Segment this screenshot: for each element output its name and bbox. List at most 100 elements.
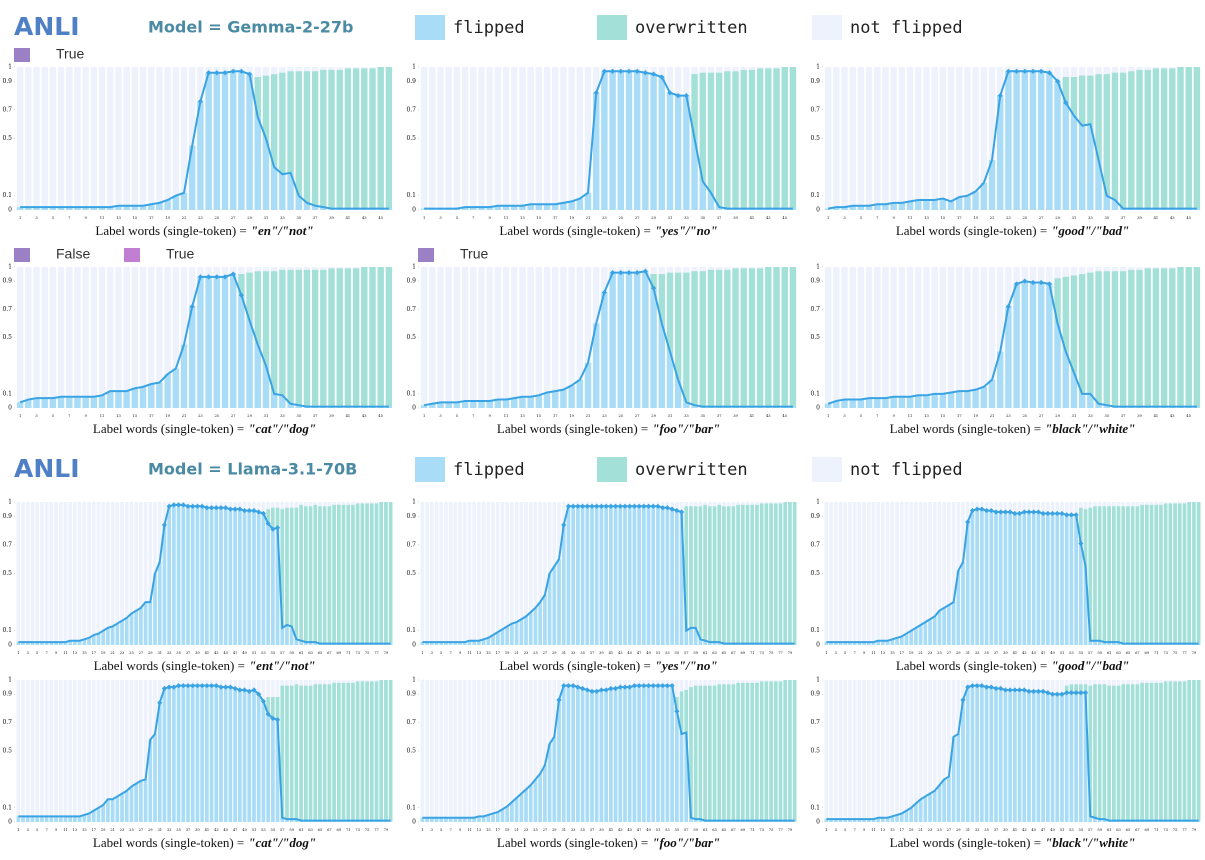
bar-overwritten xyxy=(1152,68,1160,209)
x-tick-label: 5 xyxy=(52,216,55,220)
bar-flipped xyxy=(1196,820,1201,822)
bar-not-flipped xyxy=(871,502,876,645)
x-tick-label: 71 xyxy=(750,651,755,655)
bar-flipped xyxy=(477,816,481,822)
bar-flipped xyxy=(63,816,68,822)
x-tick-label: 67 xyxy=(731,651,736,655)
bar-flipped xyxy=(1027,691,1031,822)
bar-not-flipped xyxy=(495,502,500,645)
line-marker xyxy=(667,90,673,96)
bar-not-flipped xyxy=(833,502,838,645)
line-marker xyxy=(213,505,219,511)
line-marker xyxy=(218,684,224,690)
bar-overwritten xyxy=(1144,504,1149,644)
x-tick-label: 41 xyxy=(1154,216,1159,220)
line-marker xyxy=(270,715,276,721)
line-marker xyxy=(1063,100,1069,106)
y-tick-label: 0.7 xyxy=(406,719,416,726)
x-tick-label: 21 xyxy=(514,828,519,832)
bar-flipped xyxy=(1037,282,1045,408)
line-marker xyxy=(1031,509,1037,515)
bar-not-flipped xyxy=(115,67,122,210)
y-tick-label: 0.5 xyxy=(2,748,12,755)
bar-not-flipped xyxy=(25,67,32,210)
y-tick-label: 0.1 xyxy=(406,804,416,811)
bar-flipped xyxy=(295,195,302,210)
bar-flipped xyxy=(642,271,649,408)
bar-overwritten xyxy=(275,507,280,528)
bar-overwritten xyxy=(270,507,275,530)
bar-flipped xyxy=(219,507,223,645)
bar-not-flipped xyxy=(876,680,881,822)
bar-flipped xyxy=(849,205,856,210)
x-tick-label: 31 xyxy=(1072,414,1077,418)
bar-flipped xyxy=(980,509,984,645)
line-marker xyxy=(1002,509,1009,515)
x-tick-label: 37 xyxy=(313,216,318,220)
y-tick-label: 0.5 xyxy=(406,748,416,755)
line-marker xyxy=(594,503,600,509)
bar-not-flipped xyxy=(115,267,122,408)
bar-flipped xyxy=(1022,689,1027,822)
x-tick-label: 43 xyxy=(766,414,771,418)
x-tick-label: 71 xyxy=(1154,651,1159,655)
line-marker xyxy=(617,503,623,509)
bar-flipped xyxy=(928,793,932,822)
bar-not-flipped xyxy=(932,680,937,822)
x-tick-label: 51 xyxy=(1060,828,1065,832)
x-tick-label: 59 xyxy=(289,651,294,655)
x-tick-label: 29 xyxy=(651,216,656,220)
bar-flipped xyxy=(420,642,425,645)
bar-overwritten xyxy=(703,504,707,641)
bar-flipped xyxy=(73,640,77,645)
bar-overwritten xyxy=(341,682,346,821)
x-tick-label: 25 xyxy=(1023,216,1028,220)
bar-not-flipped xyxy=(164,267,171,408)
line-marker xyxy=(617,684,623,690)
x-tick-label: 65 xyxy=(722,828,727,832)
line-marker xyxy=(1054,78,1061,84)
bar-not-flipped xyxy=(576,267,584,408)
bar-not-flipped xyxy=(947,502,951,645)
y-tick-label: 0 xyxy=(816,207,820,214)
bar-not-flipped xyxy=(439,680,444,822)
bar-flipped xyxy=(961,562,965,645)
line-marker xyxy=(650,503,656,509)
bar-not-flipped xyxy=(49,502,54,645)
bar-flipped xyxy=(238,689,242,822)
x-tick-label: 23 xyxy=(120,651,125,655)
bar-not-flipped xyxy=(824,67,832,210)
bar-overwritten xyxy=(765,68,772,209)
bar-flipped xyxy=(294,639,299,645)
x-tick-label: 75 xyxy=(1173,828,1178,832)
bar-overwritten xyxy=(789,267,797,407)
bar-flipped xyxy=(1055,513,1060,645)
bar-flipped xyxy=(642,685,646,822)
bar-flipped xyxy=(898,396,906,408)
bar-flipped xyxy=(895,637,899,645)
bar-flipped xyxy=(73,816,77,822)
line-marker xyxy=(1068,512,1075,518)
x-tick-label: 21 xyxy=(182,414,187,418)
bar-flipped xyxy=(566,506,571,645)
bar-flipped xyxy=(865,205,873,210)
bar-not-flipped xyxy=(895,502,899,645)
y-tick-label: 0.1 xyxy=(810,627,820,634)
legend-label: overwritten xyxy=(635,18,748,38)
line-marker xyxy=(1007,687,1013,693)
x-tick-label: 37 xyxy=(994,651,999,655)
x-label-words: "foo"/"bar" xyxy=(652,421,720,436)
bar-flipped xyxy=(670,509,674,645)
bar-flipped xyxy=(164,374,171,408)
y-tick-label: 0.5 xyxy=(406,570,416,577)
bar-overwritten xyxy=(318,506,322,644)
line-marker xyxy=(256,509,262,515)
bar-flipped xyxy=(951,736,956,822)
bar-overwritten xyxy=(369,503,374,644)
x-tick-label: 37 xyxy=(1121,216,1126,220)
bar-flipped xyxy=(1008,512,1012,645)
bar-not-flipped xyxy=(461,267,469,408)
x-tick-label: 5 xyxy=(36,651,39,655)
flipped-line xyxy=(20,70,389,210)
line-marker xyxy=(1064,690,1070,696)
